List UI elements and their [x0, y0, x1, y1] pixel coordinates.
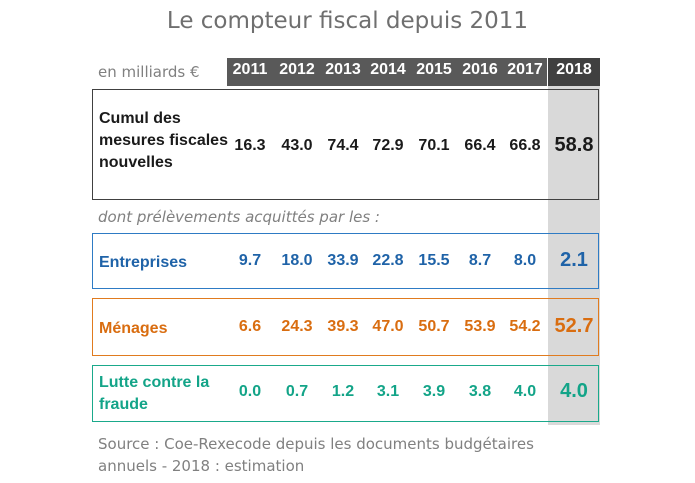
cell-value-2017: 66.8 [509, 137, 541, 154]
cell-value-2014: 72.9 [372, 137, 404, 154]
year-header-2014: 2014 [370, 61, 406, 78]
table-row-box [92, 89, 599, 200]
highlight-column-2018 [548, 80, 600, 425]
row-label-line: Lutte contre la [99, 374, 210, 391]
row-label: Entreprises [99, 252, 187, 274]
year-header-2012: 2012 [279, 61, 315, 78]
subheading: dont prélèvements acquittés par les : [98, 208, 380, 226]
year-header-2018: 2018 [556, 61, 592, 78]
row-label-line: Entreprises [99, 254, 188, 271]
table-row-box [92, 233, 599, 289]
cell-value-2016: 8.7 [468, 252, 492, 269]
cell-value-2014: 22.8 [372, 252, 404, 269]
unit-label: en milliards € [98, 63, 200, 81]
cell-value-2012: 18.0 [281, 252, 313, 269]
cell-value-2011: 16.3 [234, 137, 266, 154]
cell-value-2018: 2.1 [560, 249, 588, 271]
year-header-2016: 2016 [462, 61, 498, 78]
row-label: Ménages [99, 318, 167, 340]
row-label-line: Cumul des [99, 110, 181, 127]
row-label-line: fraude [99, 396, 148, 413]
cell-value-2011: 6.6 [238, 318, 262, 335]
row-label-line: nouvelles [99, 154, 173, 171]
cell-value-2013: 39.3 [327, 318, 359, 335]
source-line-2: annuels - 2018 : estimation [98, 457, 305, 475]
year-header-2017: 2017 [507, 61, 543, 78]
cell-value-2015: 70.1 [418, 137, 450, 154]
cell-value-2014: 47.0 [372, 318, 404, 335]
year-header-bar [227, 58, 547, 86]
cell-value-2012: 43.0 [281, 137, 313, 154]
cell-value-2013: 74.4 [327, 137, 359, 154]
year-header-2013: 2013 [325, 61, 361, 78]
cell-value-2013: 1.2 [331, 383, 355, 400]
row-label-line: Ménages [99, 320, 168, 337]
year-header-2015: 2015 [416, 61, 452, 78]
cell-value-2012: 24.3 [281, 318, 313, 335]
row-label: Lutte contre la fraude [99, 372, 209, 416]
source-note: Source : Coe-Rexecode depuis les documen… [98, 433, 578, 477]
cell-value-2018: 52.7 [554, 315, 594, 337]
cell-value-2014: 3.1 [376, 383, 400, 400]
table-row-box [92, 298, 599, 356]
cell-value-2015: 15.5 [418, 252, 450, 269]
cell-value-2016: 53.9 [464, 318, 496, 335]
row-label: Cumul des mesures fiscales nouvelles [99, 108, 228, 174]
chart-title: Le compteur fiscal depuis 2011 [166, 8, 529, 34]
cell-value-2011: 0.0 [238, 383, 262, 400]
cell-value-2012: 0.7 [285, 383, 309, 400]
cell-value-2016: 66.4 [464, 137, 496, 154]
cell-value-2018: 4.0 [560, 380, 588, 402]
cell-value-2015: 50.7 [418, 318, 450, 335]
cell-value-2015: 3.9 [422, 383, 446, 400]
cell-value-2018: 58.8 [554, 134, 594, 156]
cell-value-2017: 4.0 [513, 383, 537, 400]
year-header-bar-2018 [548, 58, 600, 86]
table-row-box [92, 365, 599, 422]
cell-value-2011: 9.7 [238, 252, 262, 269]
year-header-2011: 2011 [232, 61, 268, 78]
cell-value-2013: 33.9 [327, 252, 359, 269]
row-label-line: mesures fiscales [99, 132, 228, 149]
cell-value-2016: 3.8 [468, 383, 492, 400]
cell-value-2017: 8.0 [513, 252, 537, 269]
source-line-1: Source : Coe-Rexecode depuis les documen… [98, 435, 534, 453]
cell-value-2017: 54.2 [509, 318, 541, 335]
